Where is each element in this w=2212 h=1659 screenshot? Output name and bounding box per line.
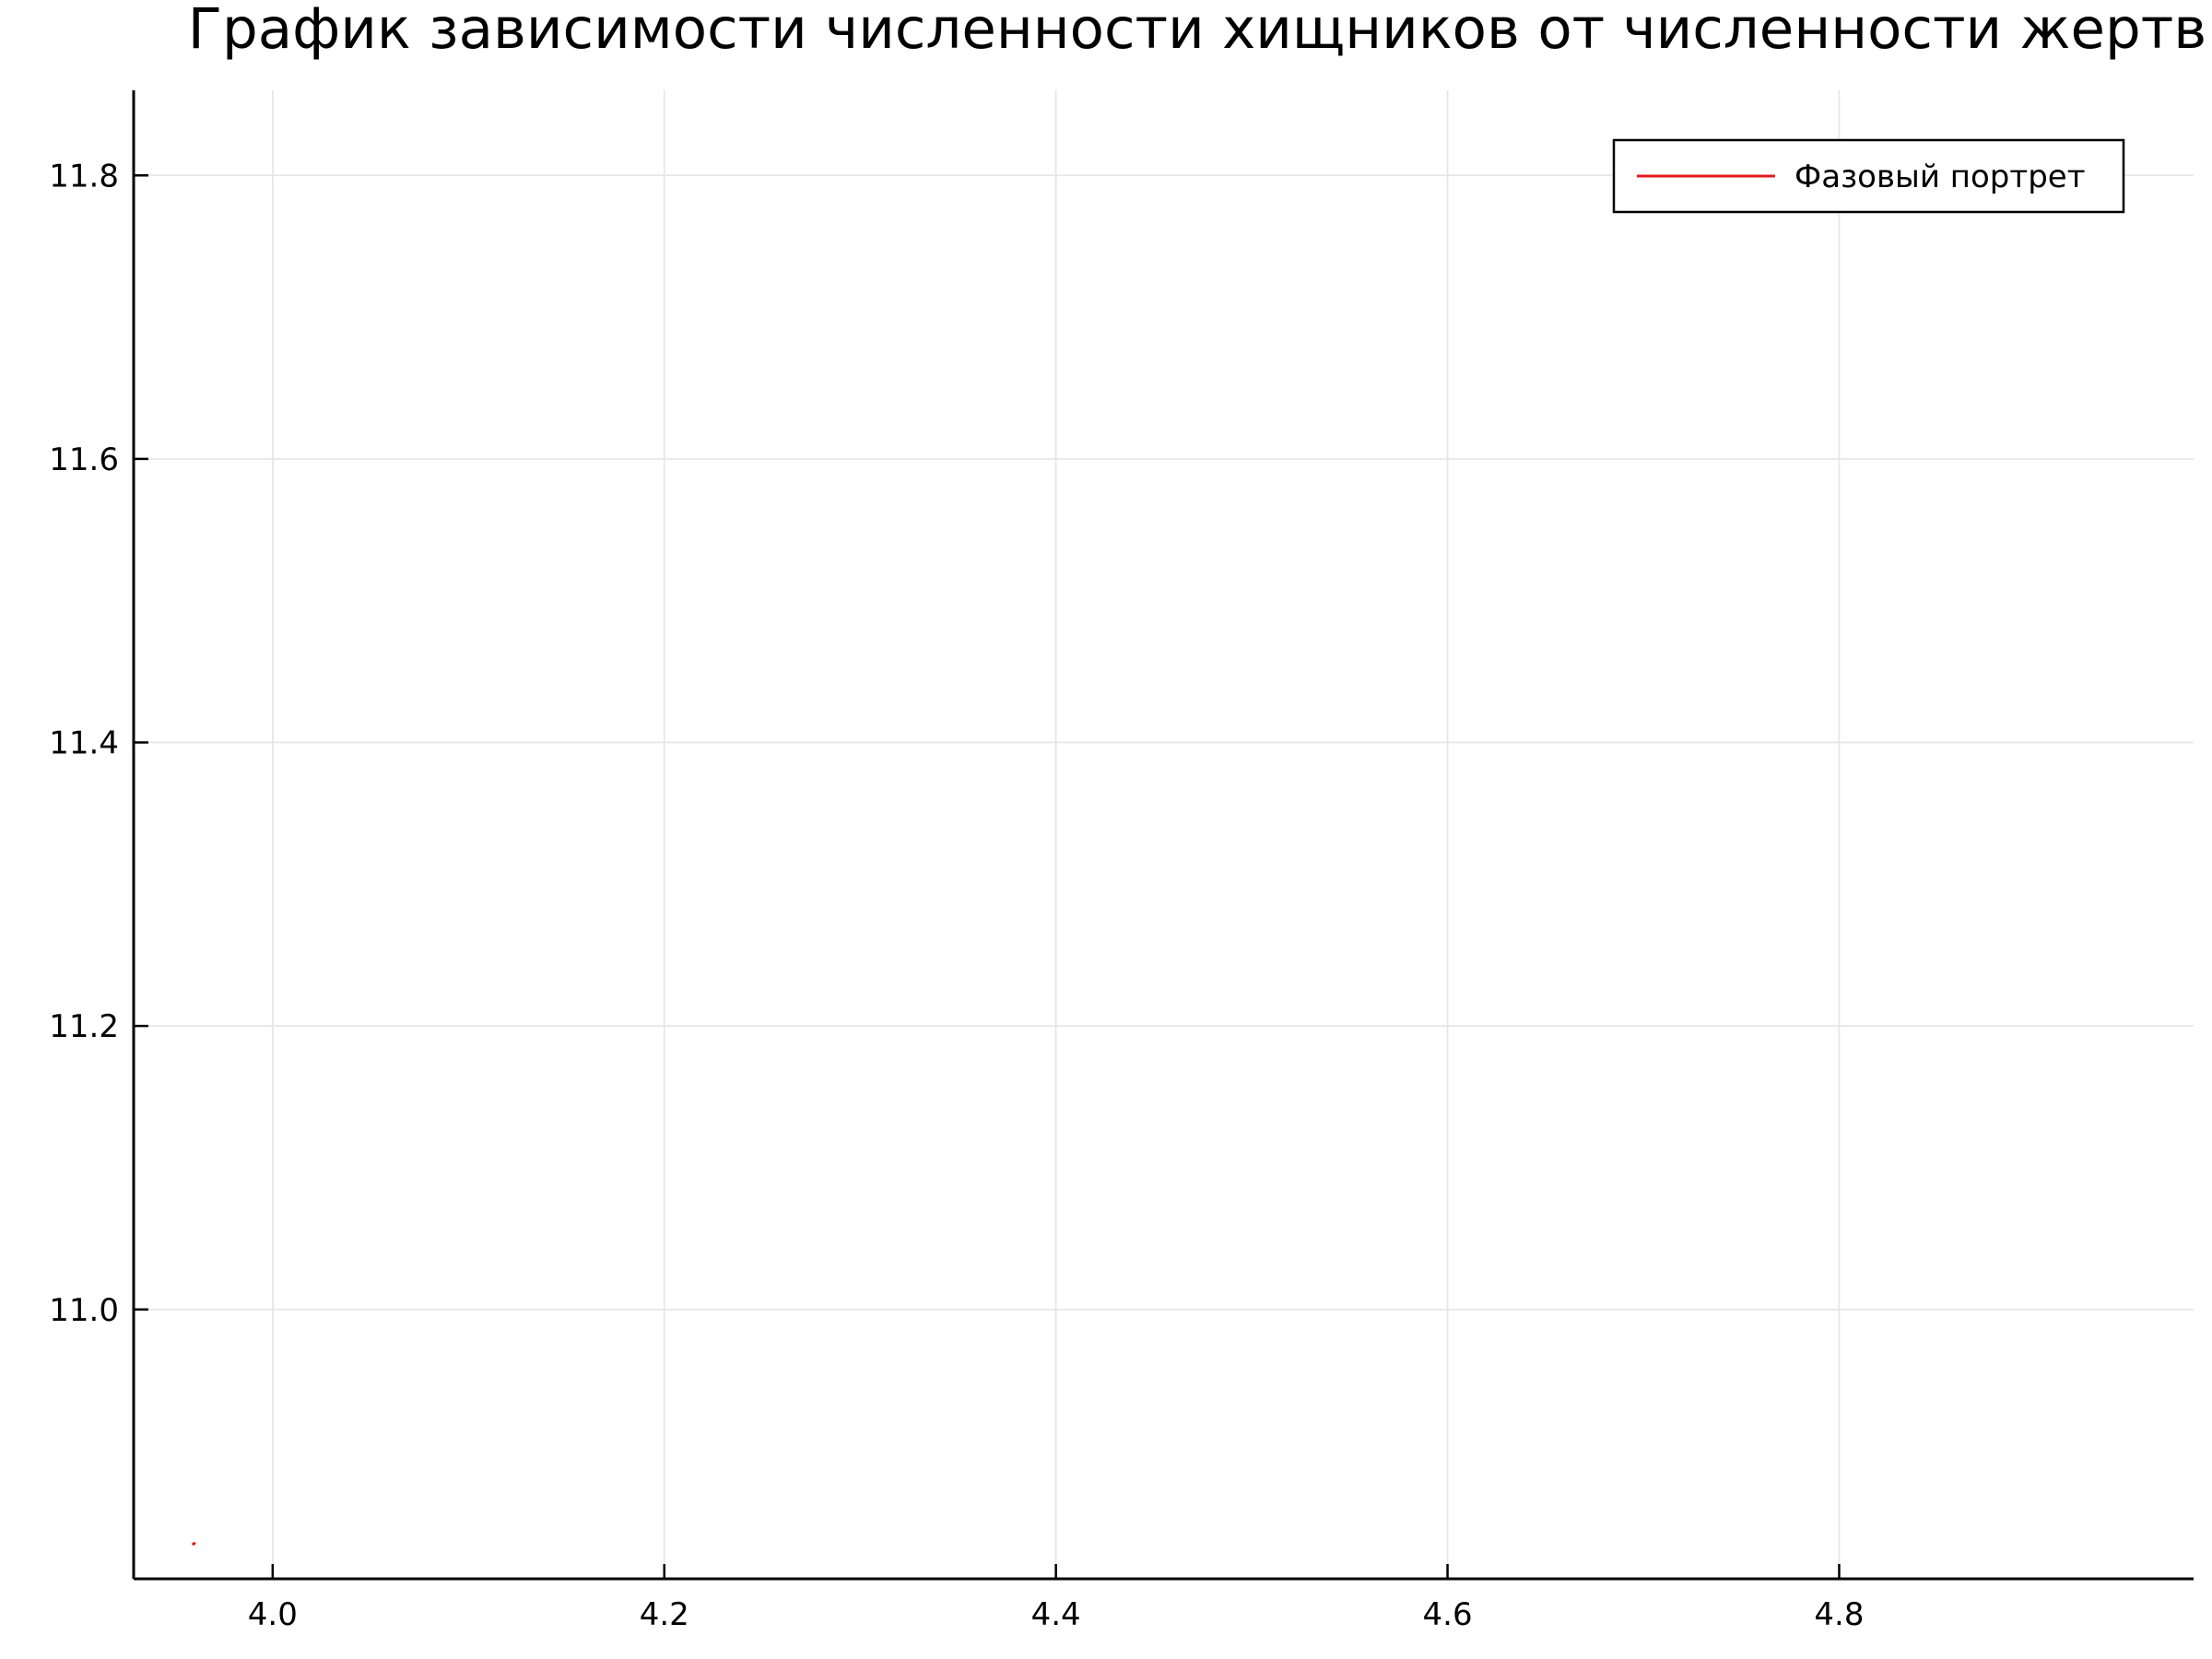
y-tick-label: 11.4 xyxy=(49,725,119,762)
x-tick-label: 4.4 xyxy=(1031,1596,1081,1633)
y-tick-label: 11.6 xyxy=(49,441,119,478)
x-tick-label: 4.2 xyxy=(640,1596,689,1633)
y-tick-label: 11.8 xyxy=(49,158,119,194)
ticks-layer: 4.0 4.2 4.4 4.6 4.8 11.0 11.2 11.4 11.6 11.8 xyxy=(49,158,1864,1633)
y-tick-label: 11.0 xyxy=(49,1292,119,1329)
x-tick-label: 4.8 xyxy=(1814,1596,1864,1633)
axes-layer xyxy=(132,90,2194,1581)
chart-title: График зависимости численности хищников … xyxy=(188,0,2206,62)
x-tick-label: 4.6 xyxy=(1423,1596,1473,1633)
y-tick-label: 11.2 xyxy=(49,1008,119,1045)
legend: Фазовый портрет xyxy=(1612,138,2125,214)
series-line-phase-portrait xyxy=(191,1541,196,1547)
legend-label: Фазовый портрет xyxy=(1794,159,2086,195)
x-tick-label: 4.0 xyxy=(248,1596,298,1633)
grid-layer xyxy=(134,90,2194,1579)
series-layer xyxy=(191,1541,196,1547)
